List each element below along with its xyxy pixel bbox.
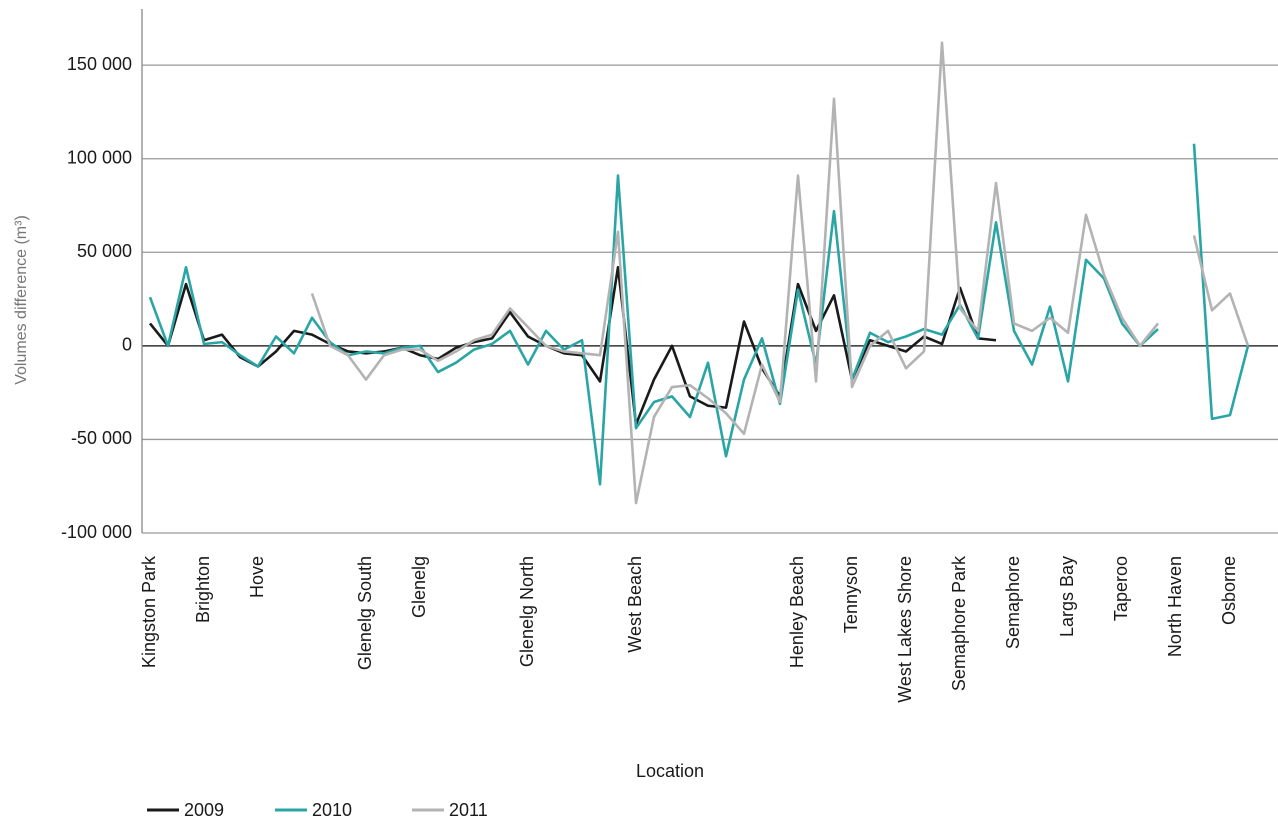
y-axis-label: Volumes difference (m³) [13,215,30,385]
x-tick-label: Semaphore Park [949,555,969,691]
legend-label: 2010 [312,800,352,820]
x-tick-label: Largs Bay [1057,556,1077,637]
x-tick-label: Semaphore [1003,556,1023,649]
legend-label: 2011 [449,800,488,820]
x-tick-label: North Haven [1165,556,1185,657]
series-line [148,143,1250,486]
y-tick-label: 150 000 [67,54,132,74]
y-tick-label: -100 000 [61,522,132,542]
x-tick-label: Glenelg [409,556,429,618]
x-tick-label: West Beach [625,556,645,653]
y-tick-label: 50 000 [77,241,132,261]
series-line [310,41,1250,505]
y-tick-label: -50 000 [71,428,132,448]
x-tick-label: Tennyson [841,556,861,633]
legend-label: 2009 [184,800,224,820]
x-tick-label: Taperoo [1111,556,1131,621]
x-tick-label: West Lakes Shore [895,556,915,703]
x-tick-label: Glenelg North [517,556,537,667]
x-tick-label: Kingston Park [139,555,159,668]
x-tick-label: Henley Beach [787,556,807,668]
x-tick-label: Brighton [193,556,213,623]
x-tick-label: Glenelg South [355,556,375,670]
x-axis-label: Location [636,761,704,781]
x-tick-label: Hove [247,556,267,598]
x-tick-label: Osborne [1219,556,1239,625]
y-tick-label: 100 000 [67,147,132,167]
y-tick-label: 0 [122,335,132,355]
